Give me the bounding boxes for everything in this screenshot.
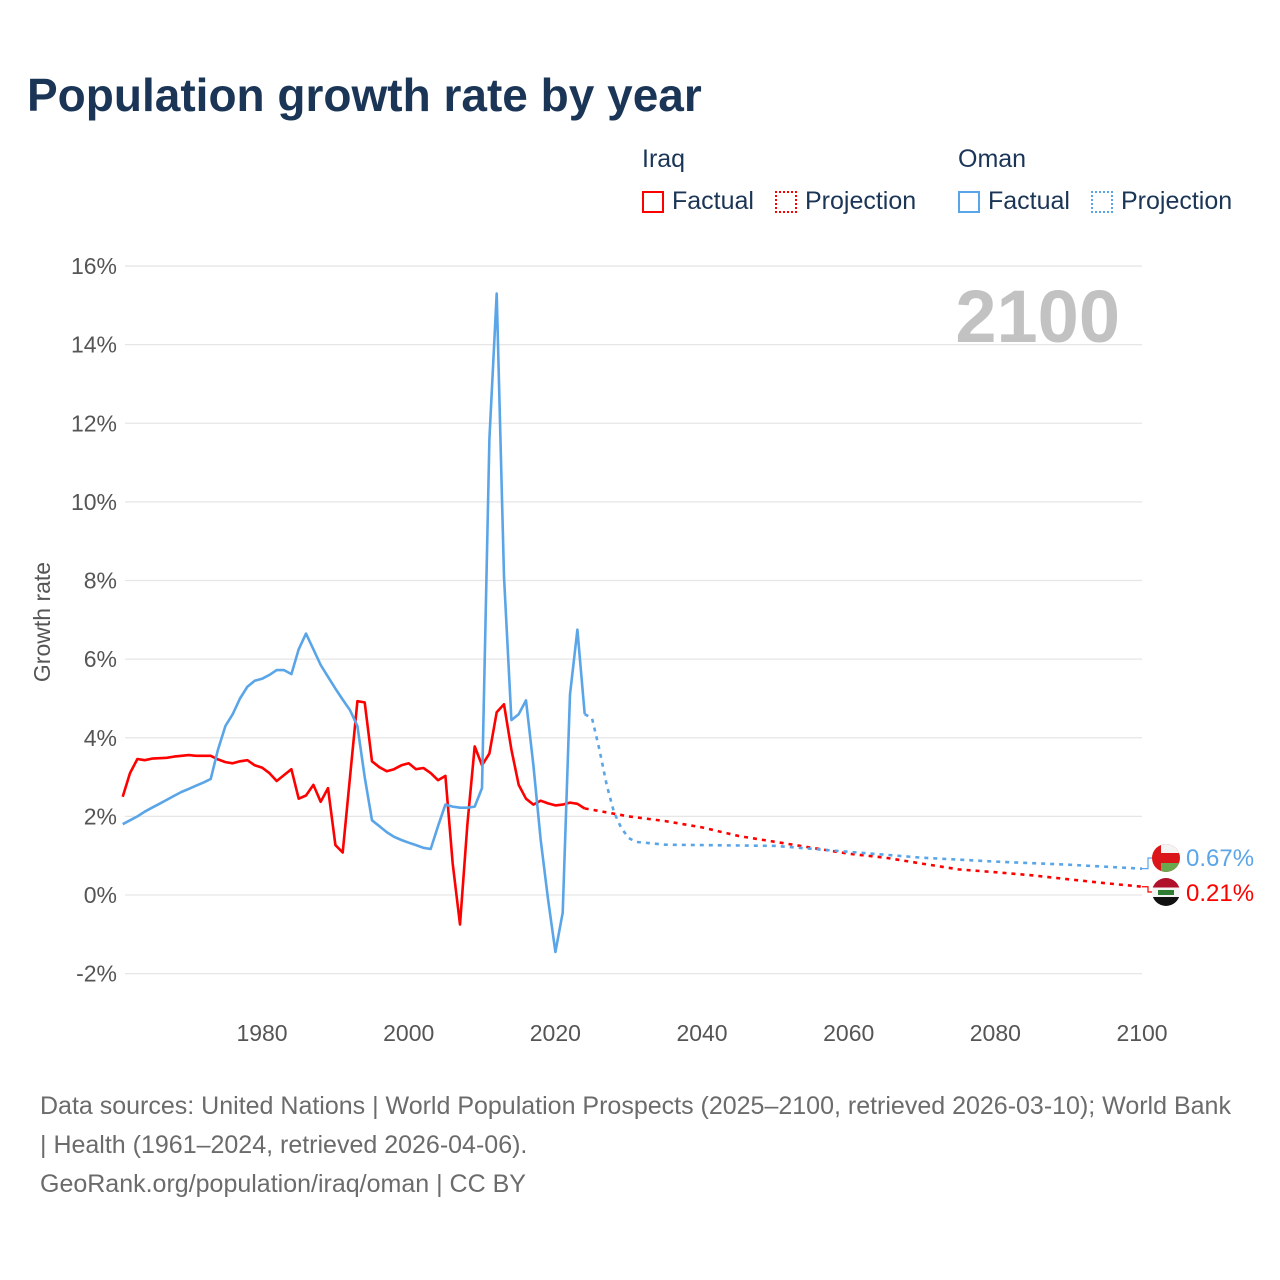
legend-label: Factual — [988, 187, 1070, 215]
legend-swatch-dotted — [775, 190, 797, 213]
flag-black — [1152, 897, 1180, 906]
legend-swatch-solid — [642, 190, 664, 213]
x-tick-label: 2080 — [970, 1020, 1021, 1046]
x-tick-label: 2100 — [1116, 1020, 1167, 1046]
y-axis-label: Growth rate — [29, 562, 55, 682]
current-year-label: 2100 — [955, 275, 1120, 358]
y-tick-label: -2% — [76, 961, 117, 987]
flag-green — [1161, 863, 1180, 872]
legend-label: Projection — [1121, 187, 1233, 215]
end-value-label-oman: 0.67% — [1186, 845, 1254, 872]
y-tick-label: 2% — [84, 803, 117, 829]
flag-white — [1161, 844, 1180, 853]
legend-swatch-dotted — [1091, 190, 1113, 213]
flag-body — [1152, 844, 1180, 872]
y-tick-label: 4% — [84, 725, 117, 751]
end-value-label-iraq: 0.21% — [1186, 880, 1254, 907]
x-tick-label: 2000 — [383, 1020, 434, 1046]
x-tick-label: 2060 — [823, 1020, 874, 1046]
x-tick-label: 1980 — [236, 1020, 287, 1046]
series-oman-factual — [122, 292, 586, 954]
x-tick-label: 2040 — [676, 1020, 727, 1046]
legend-label: Projection — [805, 187, 917, 215]
end-connector — [1142, 886, 1154, 893]
legend-group-oman: Oman — [958, 145, 1027, 173]
legend-oman-projection[interactable]: Projection — [1091, 187, 1232, 216]
flag-red — [1152, 878, 1180, 888]
chart-title: Population growth rate by year — [27, 69, 702, 121]
series-iraq-factual — [121, 699, 586, 926]
flag-script — [1158, 890, 1174, 895]
oman-flag-icon — [1152, 844, 1180, 872]
data-sources: Data sources: United Nations | World Pop… — [40, 1092, 1231, 1159]
legend-iraq-projection[interactable]: Projection — [775, 187, 916, 216]
legend-swatch-solid — [958, 190, 980, 213]
series-iraq-projection — [584, 807, 1143, 888]
flag-body — [1152, 878, 1180, 906]
y-tick-label: 10% — [71, 489, 117, 515]
x-tick-label: 2020 — [530, 1020, 581, 1046]
footer: Data sources: United Nations | World Pop… — [40, 1087, 1240, 1204]
y-tick-label: 0% — [84, 882, 117, 908]
y-tick-label: 12% — [71, 410, 117, 436]
credit-link[interactable]: GeoRank.org/population/iraq/oman | CC BY — [40, 1170, 526, 1198]
end-connector — [1142, 857, 1154, 870]
y-tick-label: 16% — [71, 253, 117, 279]
legend-group-iraq: Iraq — [642, 145, 686, 173]
y-tick-label: 6% — [84, 646, 117, 672]
iraq-flag-icon — [1152, 878, 1180, 906]
y-tick-label: 8% — [84, 568, 117, 594]
legend-iraq-factual[interactable]: Factual — [642, 187, 754, 216]
legend-label: Factual — [672, 187, 754, 215]
legend-oman-factual[interactable]: Factual — [958, 187, 1070, 216]
y-tick-label: 14% — [71, 332, 117, 358]
